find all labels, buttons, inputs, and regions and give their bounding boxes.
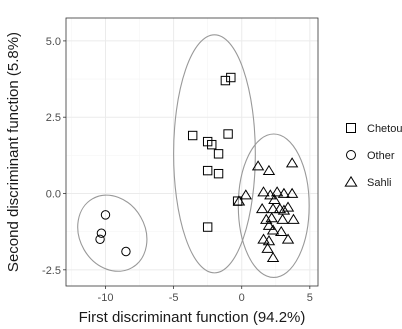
x-axis-ticks: -10 -5 0 5 — [98, 286, 313, 304]
point-sahli — [260, 213, 273, 224]
legend: Chetoui Other Sahli — [344, 123, 402, 189]
ellipse-other — [77, 194, 148, 272]
x-tick-label: -5 — [169, 292, 179, 304]
x-tick-label: -10 — [98, 292, 114, 304]
point-chetoui — [202, 165, 213, 176]
legend-key-chetoui — [346, 123, 356, 133]
point-sahli — [257, 233, 270, 244]
point-sahli — [276, 213, 289, 224]
point-other — [95, 234, 105, 244]
y-tick-label: 2.5 — [46, 112, 61, 124]
y-tick-label: 5.0 — [46, 36, 61, 48]
point-chetoui — [213, 168, 224, 179]
y-axis-ticks: 5.0 2.5 0.0 -2.5 — [42, 36, 66, 277]
point-other — [100, 210, 111, 220]
point-sahli — [281, 201, 295, 212]
point-sahli — [268, 193, 281, 204]
panel-background — [66, 18, 318, 286]
legend-label-chetoui: Chetoui — [367, 123, 402, 135]
point-chetoui — [207, 139, 217, 150]
point-sahli — [262, 219, 276, 230]
minor-gridlines — [66, 18, 318, 286]
point-sahli — [275, 225, 288, 237]
point-sahli — [266, 251, 280, 262]
point-sahli — [255, 202, 269, 214]
y-tick-label: -2.5 — [42, 265, 61, 277]
point-chetoui — [202, 222, 213, 232]
legend-key-other — [346, 150, 356, 160]
legend-label-other: Other — [367, 150, 395, 162]
point-sahli — [232, 195, 246, 206]
point-other — [121, 246, 131, 257]
y-axis-title: Second discriminant function (5.8%) — [5, 32, 22, 272]
x-tick-label: 0 — [239, 292, 245, 304]
point-chetoui — [226, 72, 236, 83]
point-sahli — [262, 164, 276, 175]
point-sahli — [277, 187, 291, 198]
x-tick-label: 5 — [307, 292, 313, 304]
y-tick-label: 0.0 — [46, 189, 61, 201]
point-chetoui — [187, 130, 198, 141]
panel-border — [65, 17, 319, 287]
point-chetoui — [223, 129, 233, 139]
point-other — [96, 228, 107, 238]
point-chetoui — [213, 149, 224, 159]
x-axis-title: First discriminant function (94.2%) — [79, 309, 306, 326]
point-chetoui — [220, 75, 231, 86]
point-sahli — [285, 157, 299, 168]
point-sahli — [265, 212, 278, 223]
legend-key-sahli — [344, 175, 358, 187]
point-sahli — [262, 235, 276, 246]
data-points — [95, 72, 300, 262]
point-sahli — [287, 213, 300, 224]
point-sahli — [277, 204, 291, 215]
point-sahli — [261, 242, 274, 253]
point-sahli — [270, 186, 284, 197]
ellipse-chetoui — [173, 34, 256, 274]
group-ellipses — [77, 34, 310, 279]
point-sahli — [285, 187, 299, 198]
point-sahli — [281, 233, 295, 244]
legend-label-sahli: Sahli — [367, 177, 391, 189]
point-sahli — [266, 224, 280, 235]
point-sahli — [251, 160, 265, 171]
point-sahli — [239, 189, 253, 200]
point-sahli — [266, 202, 280, 214]
point-sahli — [257, 186, 270, 197]
